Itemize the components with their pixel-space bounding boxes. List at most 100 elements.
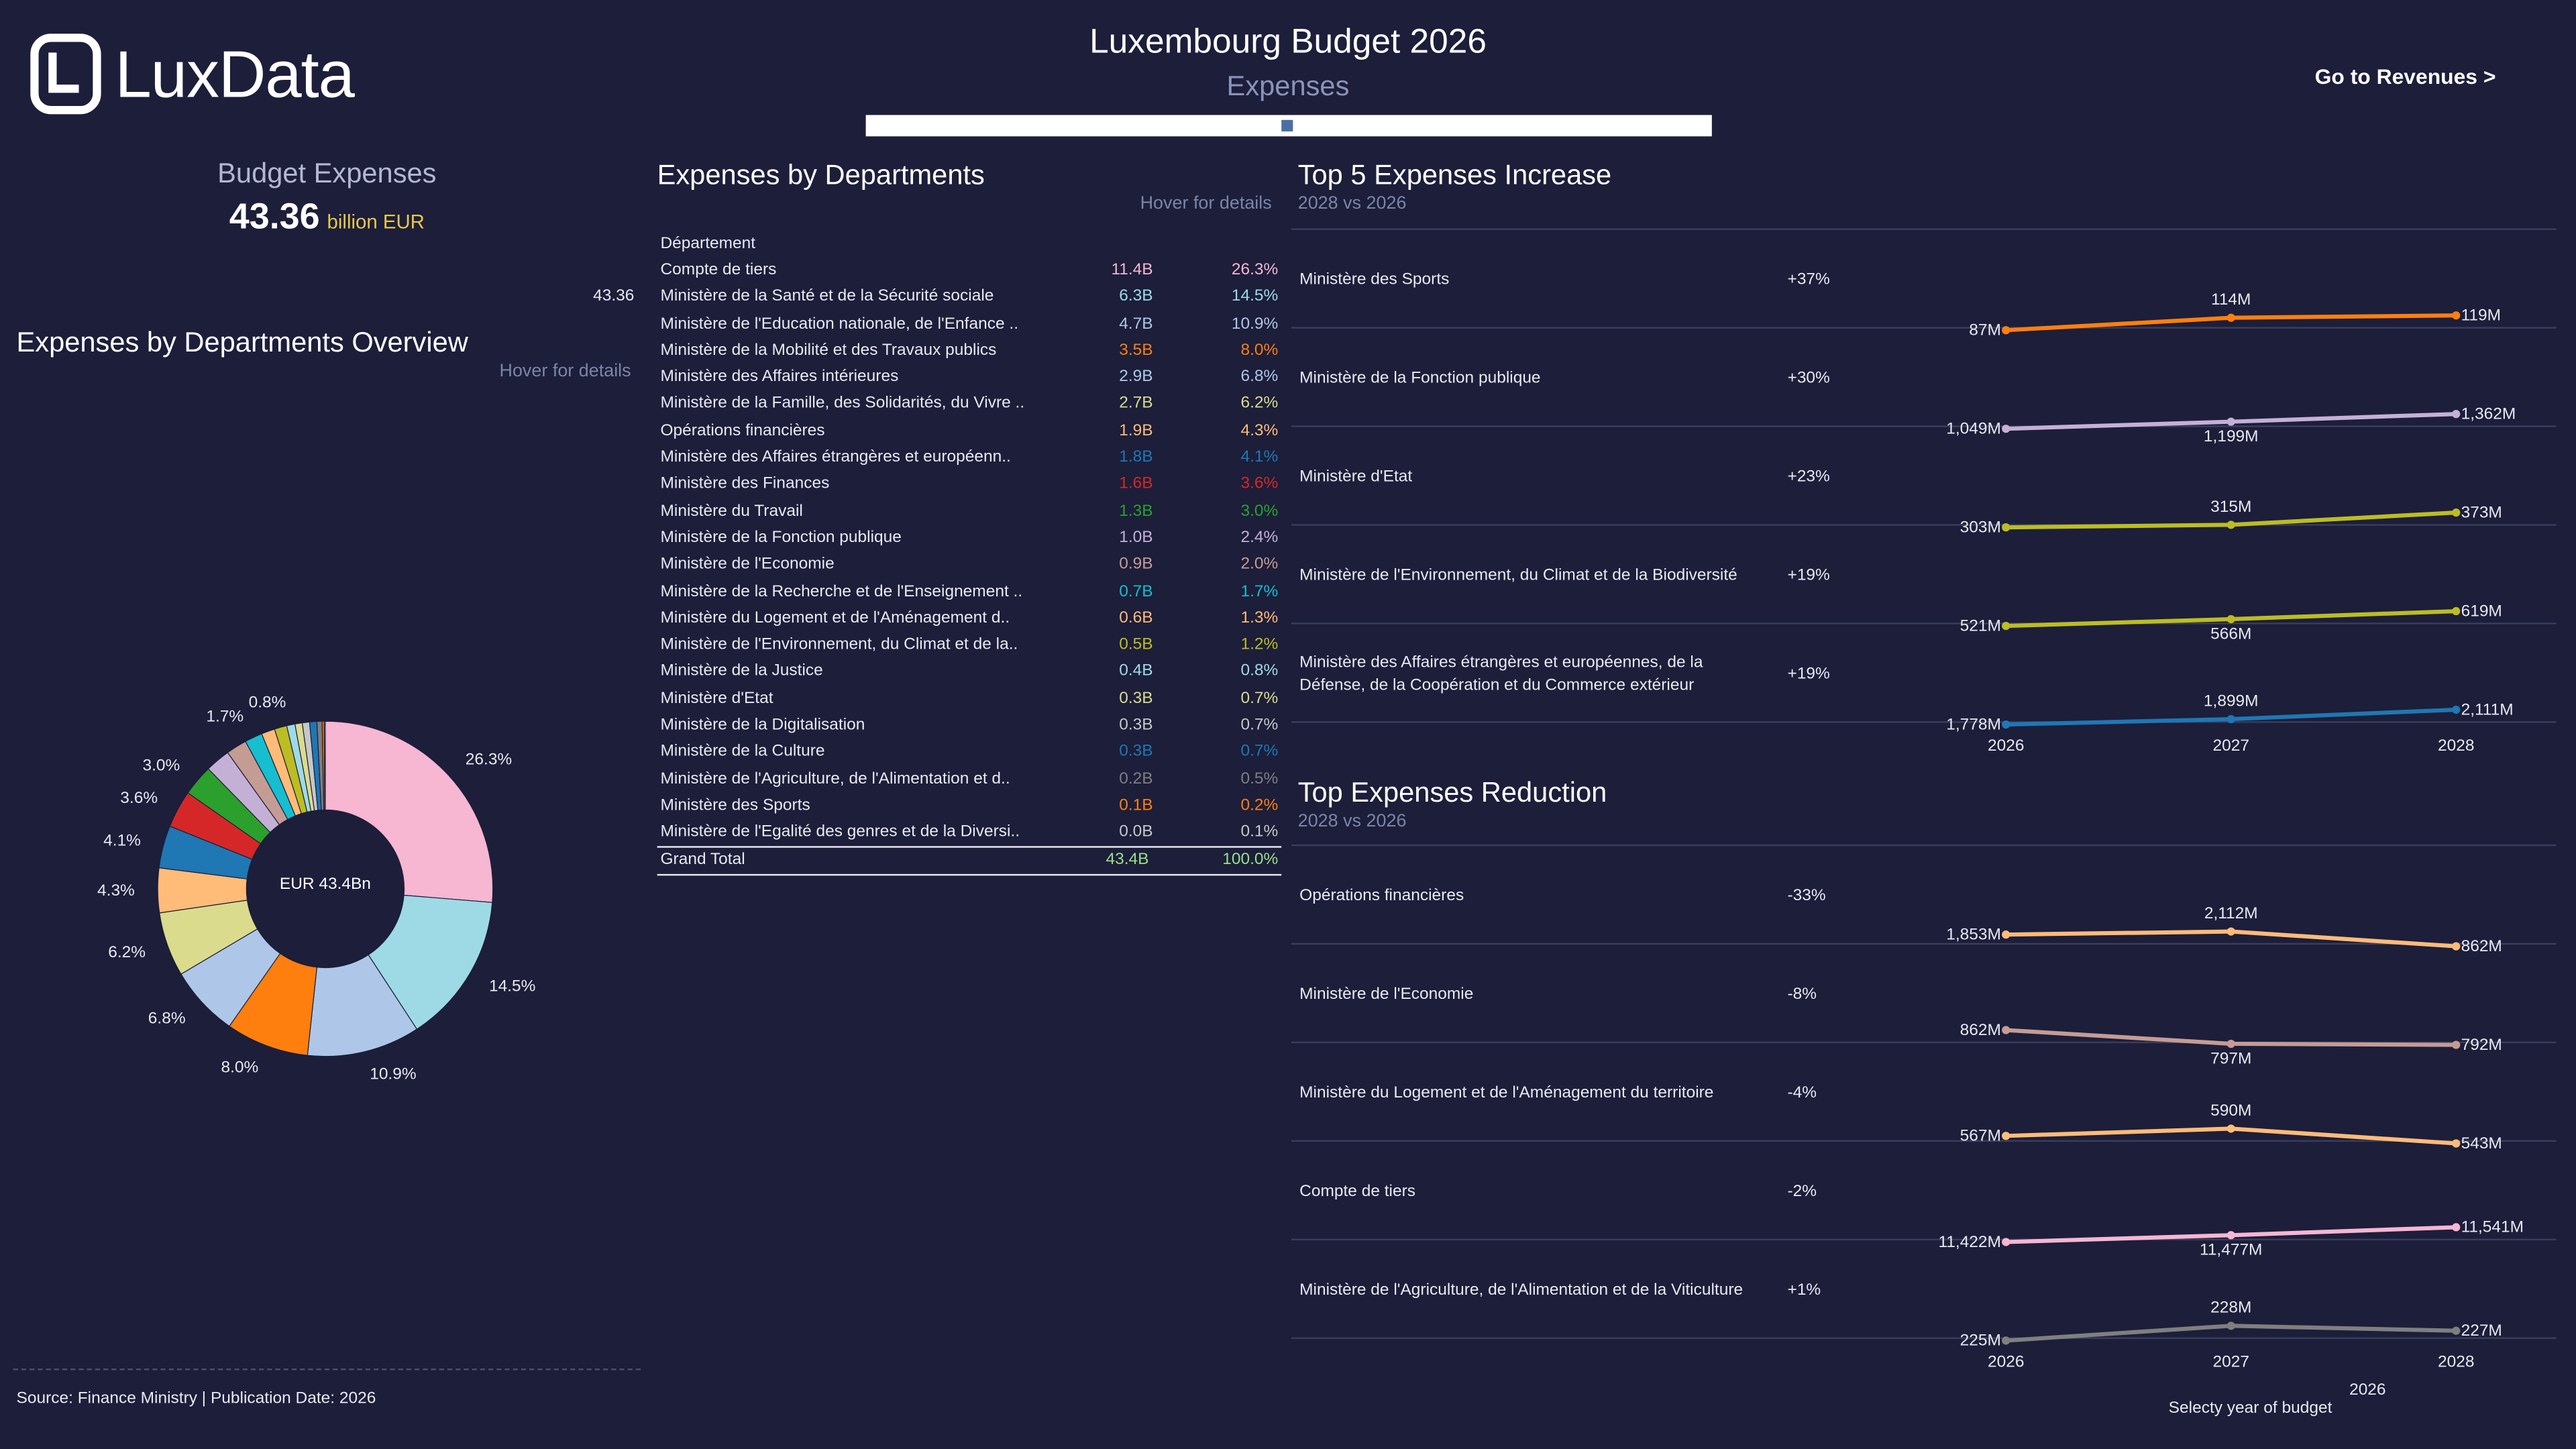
grand-total-row[interactable]: Grand Total 43.4B 100.0% — [657, 847, 1282, 874]
reduction-subtitle: 2028 vs 2026 — [1297, 811, 1407, 832]
top5-row-name-2: Défense, de la Coopération et du Commerc… — [1299, 676, 1695, 695]
top5-line-chart[interactable]: 87M 114M 119M 1,049M 1,199M 1,362M 303M 315M 373… — [1896, 228, 2569, 770]
table-row[interactable]: Ministère du Travail 1.3B 3.0% — [657, 498, 1282, 525]
series-point[interactable] — [2452, 1223, 2461, 1232]
brand-logo[interactable] — [30, 33, 102, 123]
series-point[interactable] — [2002, 930, 2010, 939]
point-label: 521M — [1960, 616, 2001, 635]
point-label: 862M — [2461, 937, 2502, 955]
table-row[interactable]: Opérations financières 1.9B 4.3% — [657, 417, 1282, 444]
x-tick-label: 2028 — [2438, 737, 2474, 755]
series-point[interactable] — [2226, 521, 2235, 529]
table-row[interactable]: Ministère des Sports 0.1B 0.2% — [657, 792, 1282, 819]
point-label: 373M — [2461, 503, 2502, 521]
dept-pct: 0.7% — [1240, 689, 1279, 708]
series-point[interactable] — [2002, 1238, 2010, 1246]
series-point[interactable] — [2226, 313, 2235, 322]
donut-slice[interactable] — [323, 720, 326, 810]
series-point[interactable] — [2002, 523, 2010, 532]
table-row[interactable]: Ministère des Finances 1.6B 3.6% — [657, 471, 1282, 498]
table-row[interactable]: Ministère de l'Economie 0.9B 2.0% — [657, 551, 1282, 578]
top5-row-rule — [1291, 327, 2557, 329]
series-point[interactable] — [2226, 1231, 2235, 1240]
table-row[interactable]: Ministère d'Etat 0.3B 0.7% — [657, 685, 1282, 712]
series-point[interactable] — [2226, 927, 2235, 936]
point-label: 862M — [1960, 1021, 2001, 1039]
luxdata-logo-icon — [30, 34, 101, 115]
dept-name: Opérations financières — [660, 421, 825, 440]
table-row[interactable]: Compte de tiers 11.4B 26.3% — [657, 257, 1282, 284]
year-selector-value[interactable]: 2026 — [2349, 1381, 2386, 1400]
point-label: 792M — [2461, 1036, 2502, 1054]
year-slider-handle[interactable] — [1281, 119, 1293, 131]
point-label: 87M — [1969, 321, 2001, 339]
table-row[interactable]: Ministère de l'Agriculture, de l'Aliment… — [657, 765, 1282, 792]
table-row[interactable]: Ministère de la Justice 0.4B 0.8% — [657, 658, 1282, 685]
table-row[interactable]: Ministère des Affaires intérieures 2.9B 6.… — [657, 364, 1282, 390]
series-point[interactable] — [2002, 1132, 2010, 1140]
point-label: 1,853M — [1946, 925, 2001, 943]
series-point[interactable] — [2452, 1040, 2461, 1049]
series-point[interactable] — [2226, 1322, 2235, 1330]
point-label: 228M — [2210, 1299, 2251, 1317]
series-point[interactable] — [2452, 410, 2461, 419]
dept-value: 0.0B — [1119, 823, 1153, 842]
series-point[interactable] — [2002, 621, 2010, 631]
series-point[interactable] — [2002, 425, 2010, 433]
series-point[interactable] — [2226, 417, 2235, 426]
table-row[interactable]: Ministère de la Mobilité et des Travaux … — [657, 337, 1282, 364]
table-row[interactable]: Ministère de la Recherche et de l'Enseig… — [657, 578, 1282, 605]
donut-slice-label: 8.0% — [221, 1058, 259, 1076]
series-point[interactable] — [2452, 311, 2461, 320]
series-point[interactable] — [2002, 1026, 2010, 1034]
dept-name: Ministère de la Famille, des Solidarités… — [660, 394, 1025, 413]
table-row[interactable]: Ministère des Affaires étrangères et eur… — [657, 444, 1282, 471]
dept-value: 2.9B — [1119, 368, 1153, 386]
table-row[interactable]: Ministère du Logement et de l'Aménagemen… — [657, 605, 1282, 632]
x-tick-label: 2026 — [1988, 737, 2024, 755]
year-slider[interactable] — [865, 115, 1712, 137]
series-point[interactable] — [2226, 714, 2235, 724]
series-point[interactable] — [2226, 1039, 2235, 1049]
table-row[interactable]: Ministère de la Culture 0.3B 0.7% — [657, 739, 1282, 765]
series-point[interactable] — [2002, 326, 2010, 335]
series-point[interactable] — [2226, 1124, 2235, 1133]
series-point[interactable] — [2452, 1139, 2461, 1148]
go-to-revenues-link[interactable]: Go to Revenues > — [2314, 64, 2496, 89]
top5-row-name: Ministère des Sports — [1299, 271, 1450, 290]
reduction-row-change: -33% — [1787, 887, 1826, 906]
table-row[interactable]: Ministère de la Digitalisation 0.3B 0.7% — [657, 712, 1282, 739]
departments-table: Département Compte de tiers 11.4B 26.3% Min… — [657, 230, 1282, 876]
donut-slice[interactable] — [325, 720, 494, 903]
reduction-line-chart[interactable]: 1,853M 2,112M 862M 862M 797M 792M 567M 590M 543M… — [1896, 845, 2569, 1387]
reduction-row-change: -8% — [1787, 985, 1817, 1004]
series-point[interactable] — [2002, 720, 2010, 729]
series-point[interactable] — [2226, 614, 2235, 624]
top5-row-rule — [1291, 721, 2557, 723]
dept-value: 1.6B — [1119, 475, 1153, 494]
top5-row-name: Ministère des Affaires étrangères et eur… — [1299, 653, 1703, 672]
series-point[interactable] — [2452, 508, 2461, 517]
table-row[interactable]: Ministère de l'Egalité des genres et de … — [657, 819, 1282, 846]
donut-slice[interactable] — [368, 894, 493, 1030]
dept-value: 1.8B — [1119, 448, 1153, 467]
dept-pct: 1.2% — [1240, 635, 1279, 654]
reduction-title: Top Expenses Reduction — [1297, 777, 1607, 808]
series-point[interactable] — [2452, 1326, 2461, 1335]
donut-slice-label: 10.9% — [370, 1065, 416, 1083]
dept-value: 0.6B — [1119, 609, 1153, 628]
table-row[interactable]: Ministère de l'Environnement, du Climat … — [657, 632, 1282, 659]
series-point[interactable] — [2452, 606, 2461, 616]
table-row[interactable]: Ministère de l'Education nationale, de l… — [657, 311, 1282, 337]
donut-chart[interactable]: 26.3% 14.5% 10.9% 8.0% 6.8% 6.2% 4.3% 4.1% 3.6% 3… — [7, 663, 647, 1107]
series-point[interactable] — [2002, 1336, 2010, 1345]
table-row[interactable]: Ministère de la Famille, des Solidarités… — [657, 390, 1282, 417]
table-row[interactable]: Ministère de la Fonction publique 1.0B 2.4… — [657, 525, 1282, 551]
dept-name: Ministère de la Santé et de la Sécurité … — [660, 288, 994, 307]
table-title: Expenses by Departments — [657, 159, 985, 191]
table-row[interactable]: Ministère de la Santé et de la Sécurité … — [657, 284, 1282, 311]
series-point[interactable] — [2452, 705, 2461, 714]
series-point[interactable] — [2452, 942, 2461, 951]
kpi-value: 43.36 — [229, 195, 320, 237]
reduction-row-rule — [1291, 943, 2557, 945]
